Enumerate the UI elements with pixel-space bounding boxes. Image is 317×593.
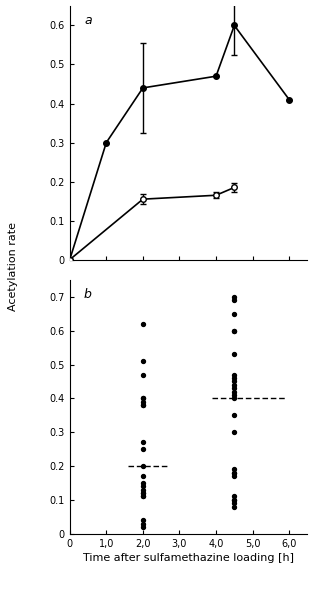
Point bbox=[140, 400, 146, 410]
X-axis label: Time after sulfamethazine loading [h]: Time after sulfamethazine loading [h] bbox=[83, 553, 294, 563]
Point bbox=[232, 326, 237, 336]
Point bbox=[140, 356, 146, 366]
Point bbox=[232, 377, 237, 386]
Point bbox=[232, 502, 237, 511]
Point bbox=[232, 374, 237, 383]
Point bbox=[232, 410, 237, 420]
Point bbox=[140, 438, 146, 447]
Point bbox=[232, 495, 237, 505]
Point bbox=[232, 499, 237, 508]
Text: b: b bbox=[84, 288, 92, 301]
Point bbox=[232, 295, 237, 305]
Point bbox=[232, 370, 237, 380]
Text: a: a bbox=[84, 14, 92, 27]
Point bbox=[232, 495, 237, 505]
Point bbox=[140, 489, 146, 498]
Point bbox=[140, 522, 146, 532]
Point bbox=[140, 519, 146, 528]
Point bbox=[232, 428, 237, 437]
Point bbox=[232, 380, 237, 390]
Point bbox=[232, 384, 237, 393]
Point bbox=[232, 465, 237, 474]
Point bbox=[140, 478, 146, 487]
Point bbox=[140, 461, 146, 471]
Point bbox=[140, 489, 146, 498]
Point bbox=[140, 492, 146, 501]
Point bbox=[140, 400, 146, 410]
Point bbox=[140, 397, 146, 407]
Text: Acetylation rate: Acetylation rate bbox=[8, 222, 18, 311]
Point bbox=[140, 485, 146, 495]
Point bbox=[232, 292, 237, 302]
Point bbox=[232, 390, 237, 400]
Point bbox=[140, 444, 146, 454]
Point bbox=[232, 309, 237, 318]
Point bbox=[232, 350, 237, 359]
Point bbox=[232, 387, 237, 396]
Point bbox=[140, 394, 146, 403]
Point bbox=[232, 326, 237, 336]
Point bbox=[140, 515, 146, 525]
Point bbox=[140, 471, 146, 481]
Point bbox=[232, 471, 237, 481]
Point bbox=[140, 492, 146, 501]
Point bbox=[140, 482, 146, 491]
Point bbox=[232, 394, 237, 403]
Point bbox=[140, 319, 146, 329]
Point bbox=[140, 394, 146, 403]
Point bbox=[140, 370, 146, 380]
Point bbox=[232, 468, 237, 477]
Point bbox=[232, 468, 237, 477]
Point bbox=[232, 492, 237, 501]
